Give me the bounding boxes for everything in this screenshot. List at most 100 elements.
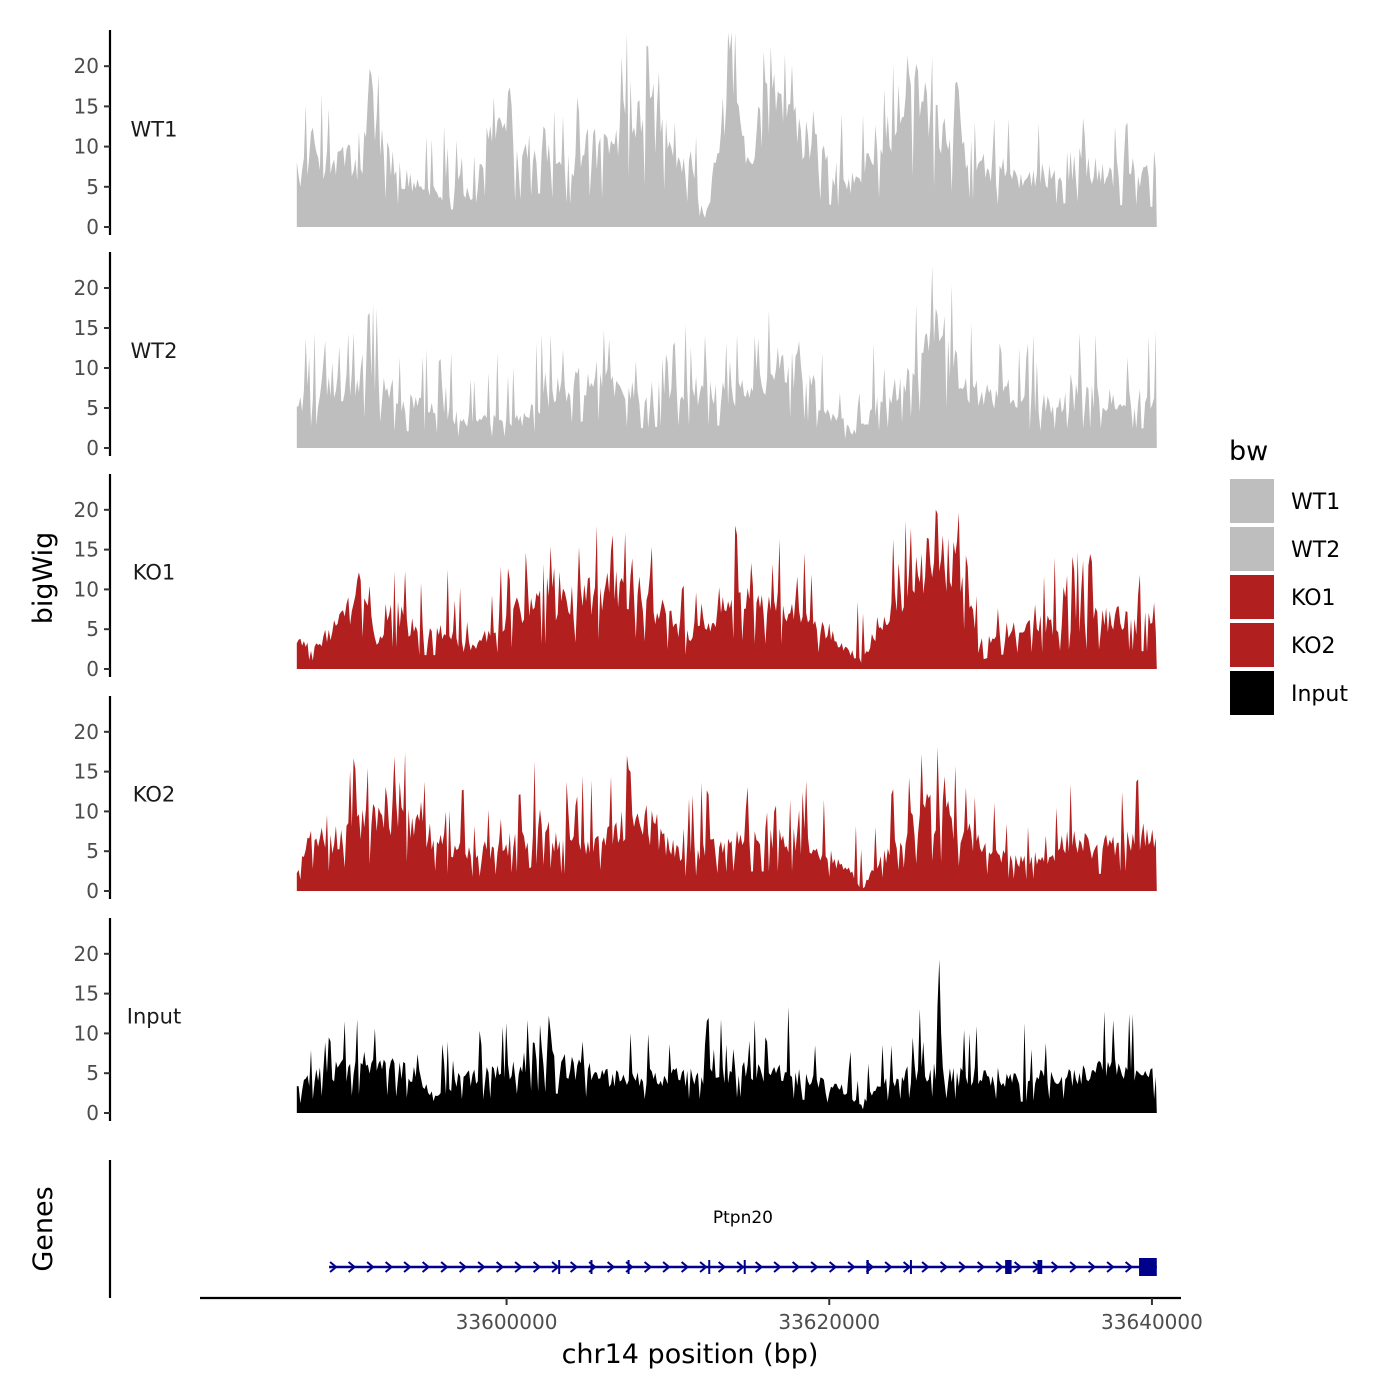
gene-exon [743,1260,746,1274]
y-tick-label: 20 [74,720,99,744]
strand-arrow [717,1261,727,1273]
strand-arrow [403,1261,412,1273]
y-tick-label: 5 [86,839,99,863]
strand-arrow [532,1261,542,1273]
gene-exon [708,1260,711,1274]
track-wt1: 0 5 10 15 20 WT1 [74,30,1157,239]
y-tick-label: 15 [74,94,99,118]
legend-swatch-wt1 [1230,479,1274,523]
strand-arrow [569,1261,579,1273]
strand-arrow [736,1261,745,1273]
gene-exon [1005,1260,1012,1274]
y-tick-label: 0 [86,436,99,460]
strand-arrow [329,1261,338,1273]
x-axis-title: chr14 position (bp) [562,1339,819,1370]
coverage-area-wt2 [296,266,1157,448]
gene-exon [866,1260,869,1274]
gene-exon [909,1260,912,1274]
strand-arrow [958,1261,967,1273]
y-tick-label: 10 [74,799,99,823]
y-tick-label: 15 [74,760,99,784]
strand-arrow [921,1261,930,1273]
y-tick-label: 15 [74,538,99,562]
x-tick-label: 33620000 [778,1310,880,1334]
y-tick-label: 10 [74,577,99,601]
strand-arrow [699,1261,708,1273]
gene-name-label: Ptpn20 [713,1208,773,1228]
strand-arrow [477,1261,486,1273]
y-axis-title: bigWig [28,532,59,625]
strand-arrow [773,1261,782,1273]
strand-arrow [847,1261,856,1273]
y-tick-label: 10 [74,356,99,380]
y-tick-label: 20 [74,942,99,966]
strand-arrow [1069,1261,1078,1273]
strand-arrow [884,1261,893,1273]
strand-arrow [1050,1261,1060,1273]
y-tick-label: 10 [74,1021,99,1045]
y-tick-label: 10 [74,135,99,159]
y-tick-label: 0 [86,215,99,239]
track-input: 0 5 10 15 20 Input [74,918,1157,1125]
legend-title: bw [1229,436,1268,467]
strand-arrow [1087,1261,1097,1273]
strand-arrow [458,1261,468,1273]
gene-exon [627,1260,630,1274]
x-tick-label: 33640000 [1101,1310,1203,1334]
track-wt2: 0 5 10 15 20 WT2 [74,252,1157,460]
y-tick-label: 5 [86,1061,99,1085]
legend-swatch-wt2 [1230,527,1274,571]
x-tick-label: 33600000 [456,1310,558,1334]
y-tick-label: 5 [86,617,99,641]
y-tick-label: 15 [74,316,99,340]
strand-arrow [643,1261,653,1273]
y-tick-label: 0 [86,657,99,681]
track-label: WT1 [131,118,178,142]
strand-arrow [680,1261,690,1273]
strand-arrow [606,1261,616,1273]
legend-label-ko2: KO2 [1291,634,1336,659]
track-label: KO1 [133,561,176,585]
coverage-area-input [296,959,1157,1113]
strand-arrow [440,1261,449,1273]
legend-swatch-ko1 [1230,575,1274,619]
genes-axis-title: Genes [28,1186,59,1271]
strand-arrow [347,1261,357,1273]
x-axis: 33600000 33620000 33640000 [200,1296,1203,1334]
strand-arrow [828,1261,838,1273]
strand-arrow [791,1261,801,1273]
genes-track: Ptpn20 [108,1160,1157,1298]
coverage-area-ko2 [296,747,1157,891]
legend-label-wt2: WT2 [1291,538,1340,563]
y-tick-label: 15 [74,982,99,1006]
track-label: KO2 [133,783,176,807]
gene-exon [558,1260,561,1274]
y-tick-label: 5 [86,396,99,420]
track-ko2: 0 5 10 15 20 KO2 [74,696,1157,903]
strand-arrow [976,1261,986,1273]
strand-arrow [366,1261,375,1273]
y-tick-label: 20 [74,498,99,522]
y-tick-label: 20 [74,54,99,78]
strand-arrow [1013,1261,1023,1273]
strand-arrow [384,1261,394,1273]
track-label: Input [127,1005,181,1029]
strand-arrow [551,1261,560,1273]
legend-label-wt1: WT1 [1291,490,1340,515]
strand-arrow [662,1261,671,1273]
coverage-area-wt1 [296,32,1157,228]
strand-arrow [810,1261,819,1273]
legend: bw WT1 WT2 KO1 KO2 Input [1229,436,1348,715]
strand-arrow [939,1261,949,1273]
strand-arrow [421,1261,431,1273]
legend-swatch-input [1230,671,1274,715]
y-tick-label: 0 [86,1101,99,1125]
gene-exon [1139,1258,1157,1276]
strand-arrow [495,1261,505,1273]
gene-exon [1037,1260,1043,1274]
legend-swatch-ko2 [1230,623,1274,667]
track-label: WT2 [131,339,178,363]
coverage-tracks: 0 5 10 15 20 WT1 0 5 10 15 20 WT2 0 5 10 15 20 KO1 0 5 10 15 2… [74,30,1157,1125]
strand-arrow [754,1261,764,1273]
